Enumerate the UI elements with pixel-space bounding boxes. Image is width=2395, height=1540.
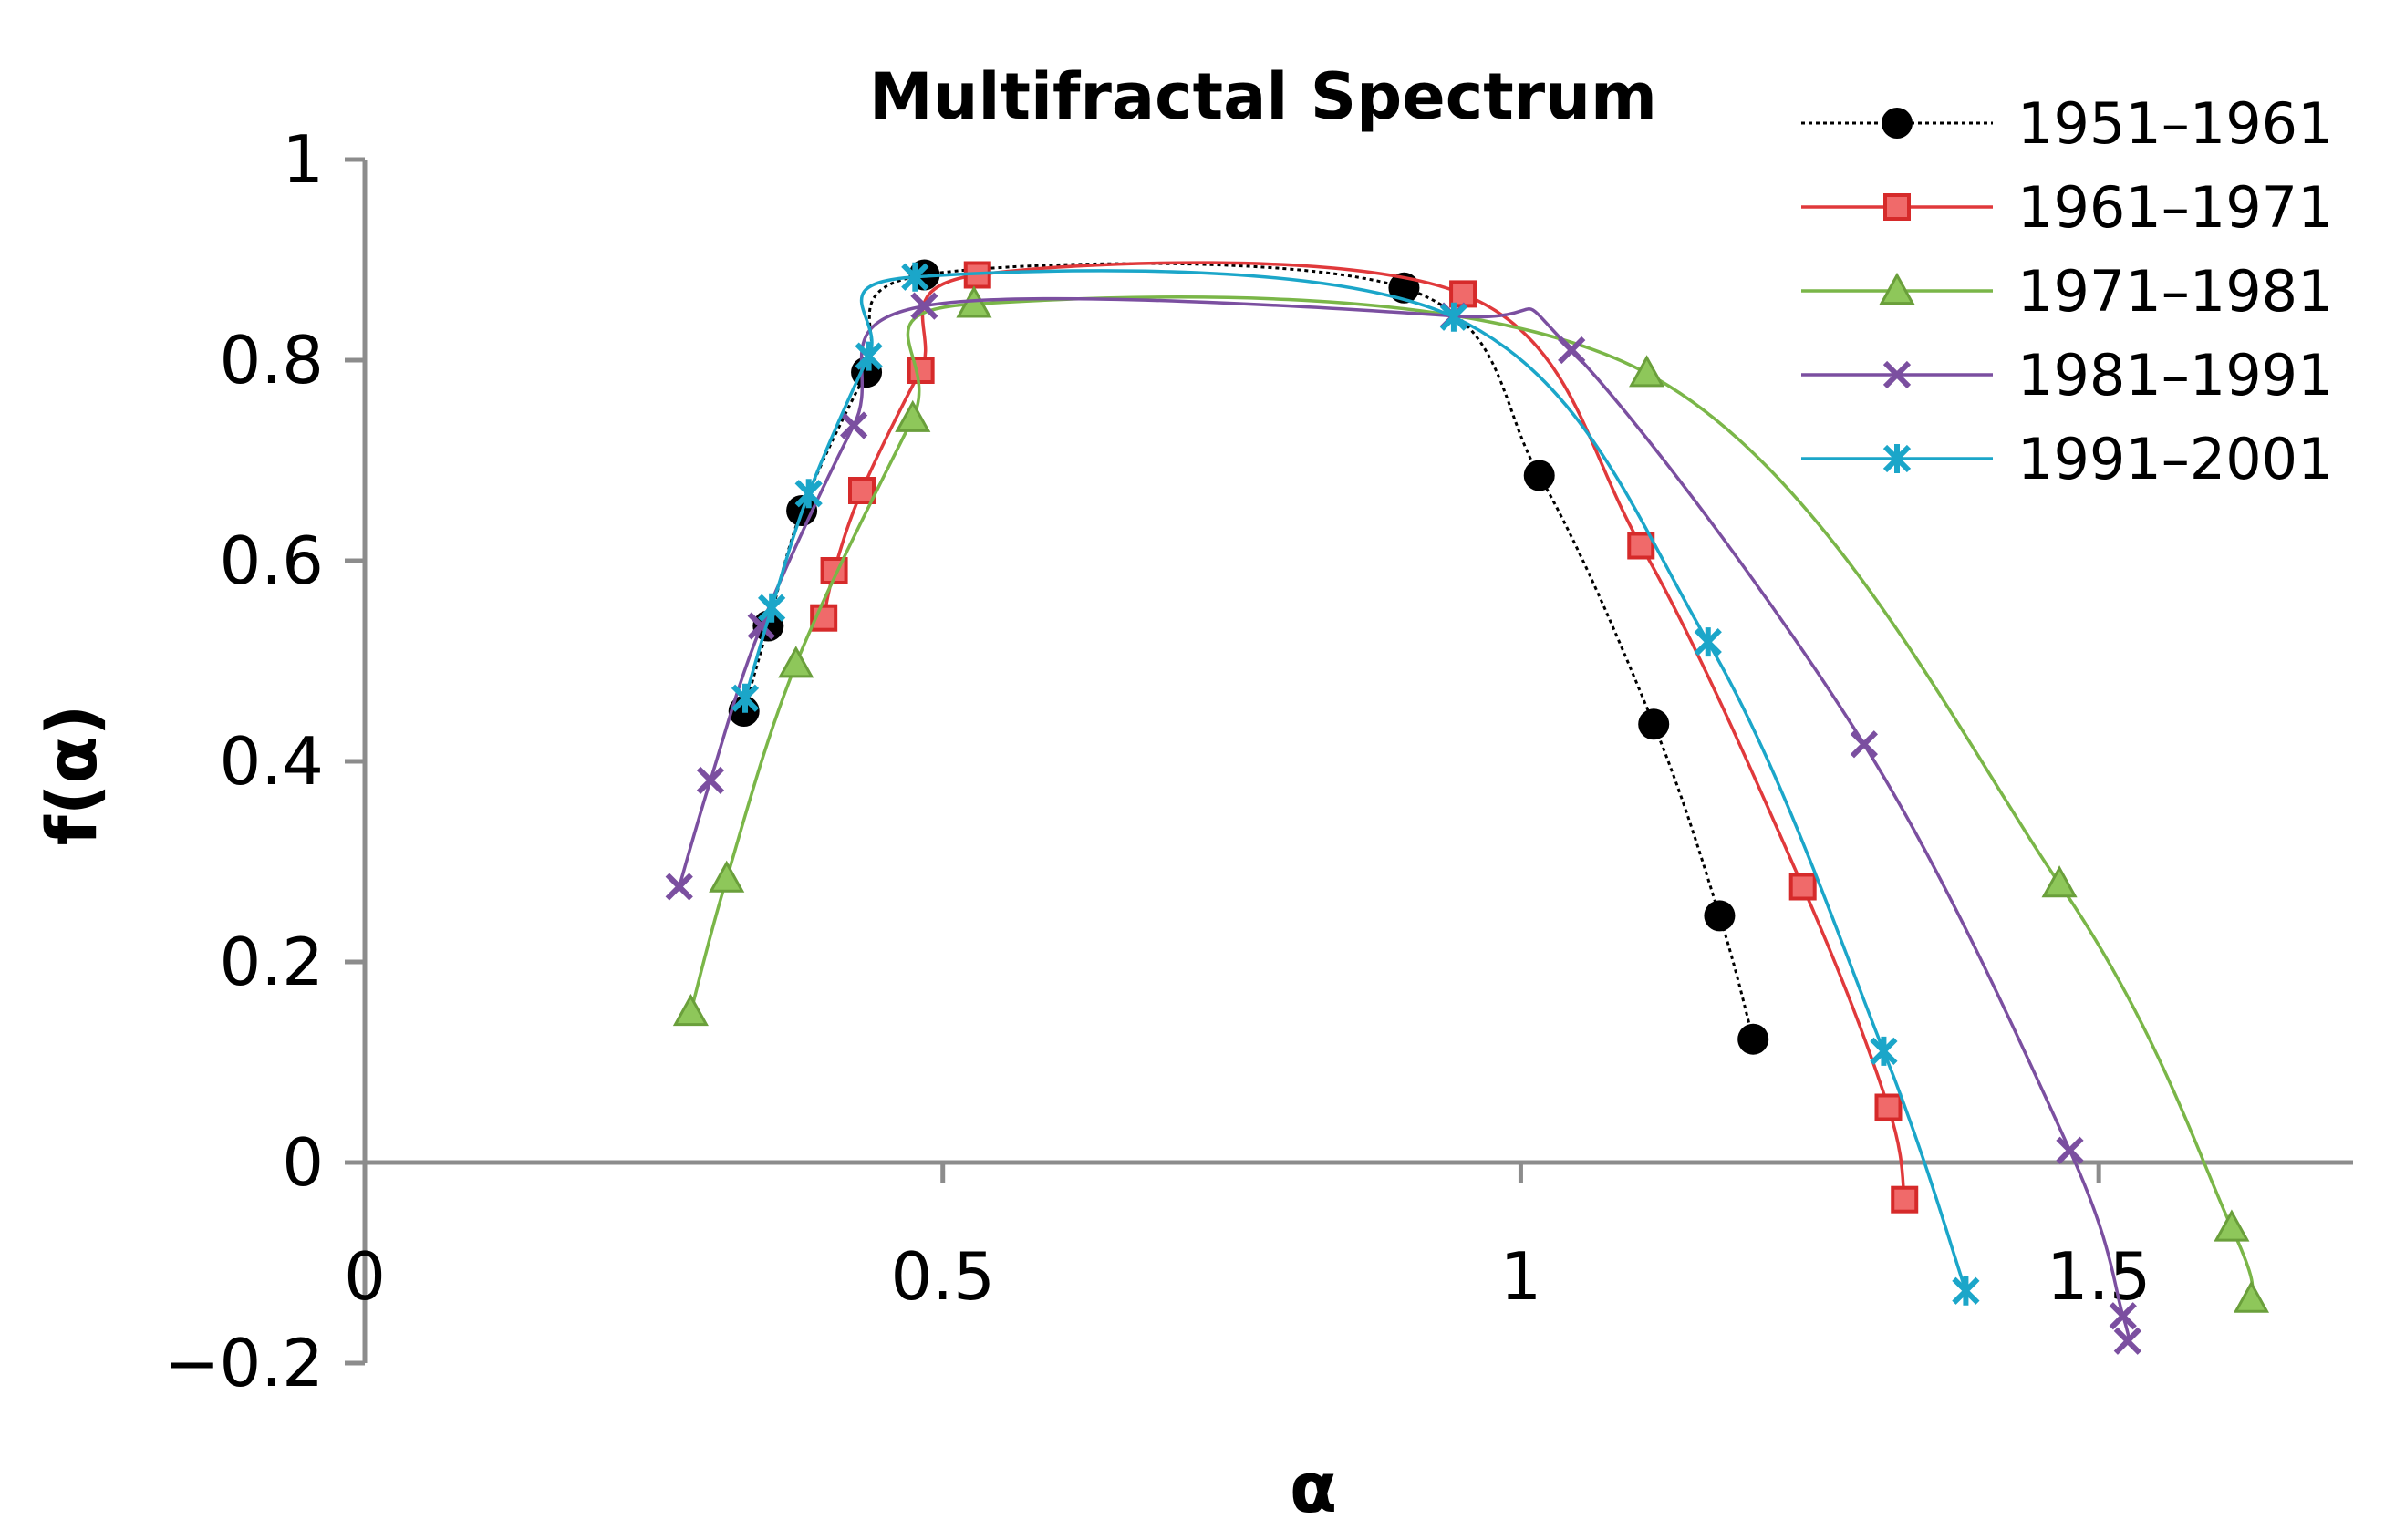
data-point xyxy=(840,411,868,439)
legend-marker xyxy=(1879,272,1915,305)
data-point xyxy=(901,262,929,292)
x-tick-label: 1 xyxy=(1500,1238,1542,1315)
legend-marker xyxy=(1883,193,1911,221)
data-point xyxy=(1439,302,1468,332)
data-point xyxy=(672,993,709,1027)
data-point xyxy=(848,477,876,504)
series-line xyxy=(742,262,1755,1040)
data-point xyxy=(778,646,814,678)
data-point xyxy=(2113,1327,2141,1355)
data-point xyxy=(855,341,883,371)
data-point xyxy=(696,766,725,795)
data-point xyxy=(1737,1023,1769,1055)
y-tick-label: −0.2 xyxy=(164,1325,324,1401)
series-1971-1981 xyxy=(672,285,2270,1313)
legend-item: 1961–1971 xyxy=(1801,174,2334,241)
data-point xyxy=(758,593,786,623)
axes: 1 0.8 0.6 0.4 0.2 0 −0.2 0 0.5 1 1.5 xyxy=(164,121,2353,1401)
data-point xyxy=(1891,1185,1919,1214)
data-point xyxy=(1638,708,1670,740)
data-point xyxy=(2056,1136,2084,1164)
x-tick-label: 1.5 xyxy=(2047,1238,2151,1315)
x-tick-label: 0.5 xyxy=(890,1238,995,1315)
data-point xyxy=(2214,1209,2250,1242)
data-point xyxy=(1874,1093,1903,1121)
data-point xyxy=(731,683,760,713)
series-line xyxy=(822,261,1906,1201)
x-axis-label: α xyxy=(1290,1447,1337,1528)
data-point xyxy=(2233,1280,2270,1313)
legend-label: 1991–2001 xyxy=(2017,426,2334,492)
series-line xyxy=(743,269,1968,1292)
y-tick-label: 0.8 xyxy=(219,322,324,398)
y-tick-label: 0 xyxy=(282,1124,324,1201)
legend-item: 1971–1981 xyxy=(1801,258,2334,325)
series-line xyxy=(689,295,2255,1300)
series-layer xyxy=(665,259,2270,1355)
data-point xyxy=(910,292,938,320)
data-point xyxy=(2109,1302,2137,1330)
legend-item: 1991–2001 xyxy=(1801,426,2334,492)
chart-title: Multifractal Spectrum xyxy=(869,59,1657,134)
data-point xyxy=(820,557,848,584)
legend: 1951–1961 1961–1971 1971–1981 1981–1991 1991… xyxy=(1801,90,2334,492)
y-tick-label: 1 xyxy=(282,121,324,198)
data-point xyxy=(794,479,823,509)
data-point xyxy=(1952,1276,1980,1306)
data-point xyxy=(2041,865,2078,898)
data-point xyxy=(1523,460,1555,491)
legend-label: 1971–1981 xyxy=(2017,258,2334,325)
legend-marker xyxy=(1882,360,1912,389)
legend-label: 1981–1991 xyxy=(2017,342,2334,408)
legend-item: 1981–1991 xyxy=(1801,342,2334,408)
series-1981-1991 xyxy=(665,292,2141,1355)
legend-marker xyxy=(1882,108,1913,139)
data-point xyxy=(1558,336,1586,365)
series-1991-2001 xyxy=(731,262,1980,1306)
series-1961-1971 xyxy=(810,261,1919,1214)
data-point xyxy=(1629,355,1665,388)
data-point xyxy=(1870,1036,1898,1066)
data-point xyxy=(895,399,931,432)
y-axis-label: f(α) xyxy=(31,705,112,846)
legend-item: 1951–1961 xyxy=(1801,90,2334,157)
y-tick-label: 0.4 xyxy=(219,723,324,800)
x-tick-label: 0 xyxy=(344,1238,386,1315)
series-line xyxy=(678,296,2131,1342)
data-point xyxy=(709,860,745,893)
data-point xyxy=(1850,730,1878,759)
series-1951-1961 xyxy=(728,259,1769,1055)
legend-label: 1951–1961 xyxy=(2017,90,2334,157)
data-point xyxy=(665,873,693,901)
y-tick-label: 0.2 xyxy=(219,924,324,1000)
data-point xyxy=(1704,900,1736,932)
data-point xyxy=(1449,280,1477,308)
data-point xyxy=(1627,532,1655,560)
y-tick-label: 0.6 xyxy=(219,522,324,599)
data-point xyxy=(1694,627,1722,657)
legend-marker xyxy=(1882,444,1912,473)
legend-label: 1961–1971 xyxy=(2017,174,2334,241)
data-point xyxy=(1788,873,1817,901)
